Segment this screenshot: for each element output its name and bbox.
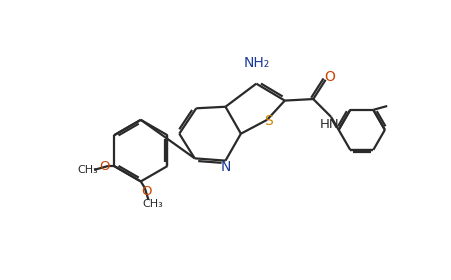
Text: O: O xyxy=(99,160,109,172)
Text: S: S xyxy=(264,114,272,128)
Text: O: O xyxy=(141,185,151,198)
Text: HN: HN xyxy=(319,118,339,131)
Text: NH₂: NH₂ xyxy=(243,56,269,70)
Text: N: N xyxy=(220,160,230,174)
Text: CH₃: CH₃ xyxy=(78,165,98,175)
Text: O: O xyxy=(323,71,334,85)
Text: CH₃: CH₃ xyxy=(142,199,162,209)
